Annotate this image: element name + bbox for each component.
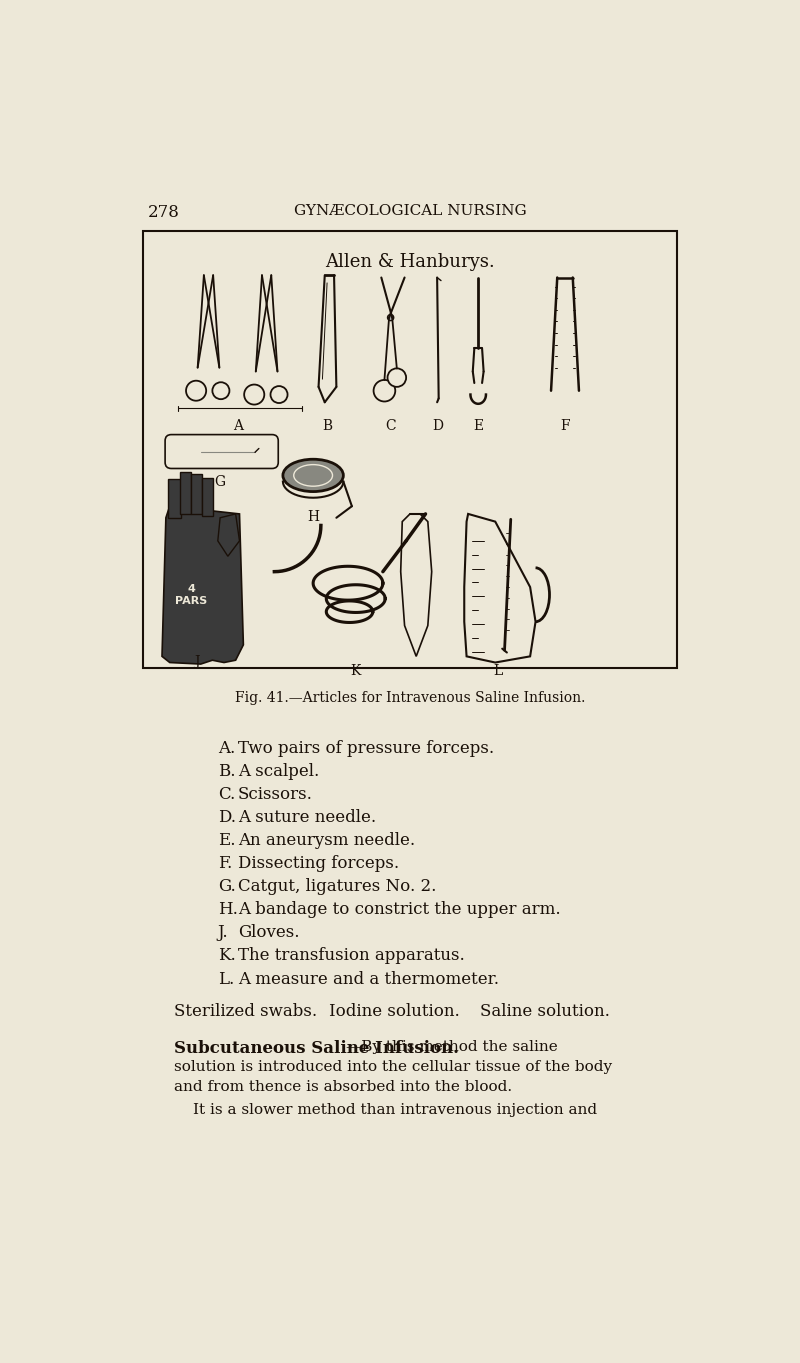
Text: H: H — [307, 510, 319, 523]
Text: C: C — [386, 420, 396, 433]
Text: 4
PARS: 4 PARS — [175, 583, 207, 605]
Bar — [202, 477, 213, 517]
Polygon shape — [218, 514, 239, 556]
Circle shape — [244, 384, 264, 405]
Circle shape — [186, 380, 206, 401]
Polygon shape — [401, 514, 432, 657]
Text: Scissors.: Scissors. — [238, 785, 313, 803]
Text: A measure and a thermometer.: A measure and a thermometer. — [238, 970, 499, 988]
Text: A bandage to constrict the upper arm.: A bandage to constrict the upper arm. — [238, 901, 561, 919]
Text: L.: L. — [218, 970, 234, 988]
Text: D.: D. — [218, 808, 236, 826]
Text: A: A — [233, 420, 243, 433]
FancyBboxPatch shape — [165, 435, 278, 469]
Text: —By this method the saline: —By this method the saline — [346, 1040, 558, 1054]
Text: Two pairs of pressure forceps.: Two pairs of pressure forceps. — [238, 740, 494, 756]
Text: D: D — [433, 420, 443, 433]
Text: Gloves.: Gloves. — [238, 924, 299, 942]
Text: Fig. 41.—Articles for Intravenous Saline Infusion.: Fig. 41.—Articles for Intravenous Saline… — [235, 691, 585, 705]
Text: H.: H. — [218, 901, 238, 919]
Circle shape — [374, 380, 395, 402]
Text: F: F — [560, 420, 570, 433]
Polygon shape — [464, 514, 535, 662]
Ellipse shape — [283, 459, 343, 492]
Text: and from thence is absorbed into the blood.: and from thence is absorbed into the blo… — [174, 1079, 512, 1094]
Bar — [180, 472, 191, 514]
Circle shape — [387, 368, 406, 387]
Text: F.: F. — [218, 855, 232, 872]
Text: A.: A. — [218, 740, 235, 756]
Text: G.: G. — [218, 878, 235, 895]
Text: B: B — [322, 420, 332, 433]
Text: Saline solution.: Saline solution. — [480, 1003, 610, 1020]
Text: J: J — [194, 654, 200, 669]
Circle shape — [270, 386, 287, 403]
Ellipse shape — [294, 465, 333, 487]
Text: Catgut, ligatures No. 2.: Catgut, ligatures No. 2. — [238, 878, 436, 895]
Text: Dissecting forceps.: Dissecting forceps. — [238, 855, 399, 872]
Text: Sterilized swabs.: Sterilized swabs. — [174, 1003, 317, 1020]
Text: Iodine solution.: Iodine solution. — [329, 1003, 459, 1020]
Text: 278: 278 — [148, 203, 180, 221]
Text: K: K — [350, 664, 361, 677]
Circle shape — [387, 315, 394, 320]
Text: The transfusion apparatus.: The transfusion apparatus. — [238, 947, 465, 965]
Text: K.: K. — [218, 947, 235, 965]
Text: Subcutaneous Saline Infusion.: Subcutaneous Saline Infusion. — [174, 1040, 458, 1056]
Text: C.: C. — [218, 785, 235, 803]
Text: B.: B. — [218, 763, 235, 780]
Text: A scalpel.: A scalpel. — [238, 763, 319, 780]
Polygon shape — [162, 506, 243, 664]
Text: solution is introduced into the cellular tissue of the body: solution is introduced into the cellular… — [174, 1060, 612, 1074]
Text: An aneurysm needle.: An aneurysm needle. — [238, 831, 415, 849]
Text: E.: E. — [218, 831, 235, 849]
Text: L: L — [493, 664, 502, 677]
Text: G: G — [214, 476, 226, 489]
Text: A suture needle.: A suture needle. — [238, 808, 376, 826]
Text: GYNÆCOLOGICAL NURSING: GYNÆCOLOGICAL NURSING — [294, 203, 526, 218]
Bar — [168, 480, 182, 518]
Bar — [190, 474, 202, 514]
Text: E: E — [473, 420, 483, 433]
Circle shape — [212, 382, 230, 399]
Text: Allen & Hanburys.: Allen & Hanburys. — [325, 254, 495, 271]
Text: It is a slower method than intravenous injection and: It is a slower method than intravenous i… — [193, 1103, 597, 1116]
Text: J.: J. — [218, 924, 229, 942]
Bar — [142, 232, 678, 668]
